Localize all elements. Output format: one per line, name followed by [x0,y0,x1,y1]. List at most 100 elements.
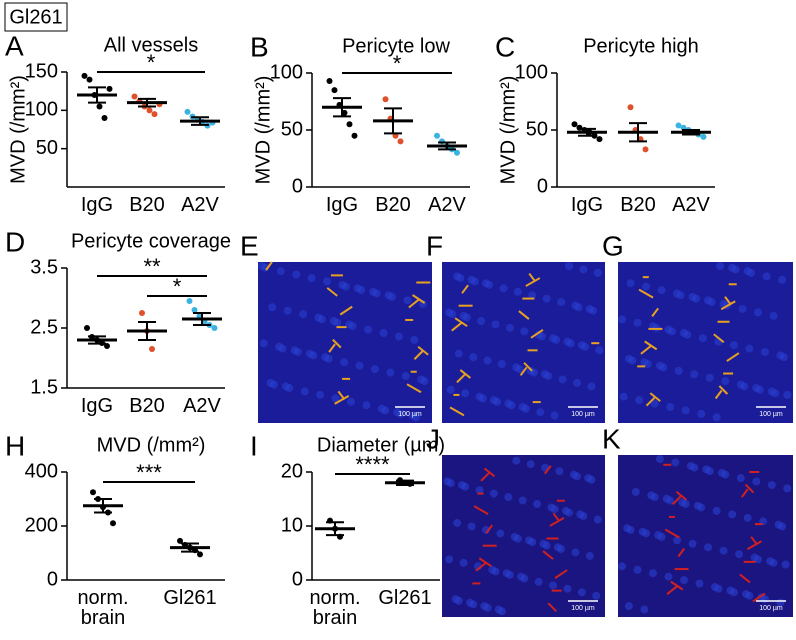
nucleus [507,401,516,410]
nucleus [518,496,527,505]
data-point [675,122,682,129]
significance-label: ** [143,254,161,279]
nucleus [714,584,723,593]
vessel [542,550,554,560]
nucleus [760,347,769,356]
vessel [744,483,755,494]
nucleus [755,385,764,394]
nucleus [676,291,685,300]
nucleus [403,296,412,305]
nucleus [681,406,690,415]
nucleus [293,347,302,356]
chart-title: All vessels [104,34,198,56]
nucleus [346,397,355,406]
data-point [434,132,440,139]
vessel [547,602,557,612]
panel-letter: K [602,423,621,454]
vessel [523,362,533,372]
nucleus [679,576,688,585]
nucleus [505,570,514,579]
panel-letter: G [602,230,624,261]
nucleus [778,522,787,531]
data-point [186,298,193,304]
nucleus [497,359,506,368]
nucleus [666,496,675,505]
vessel [554,569,568,579]
y-tick-label: 100 [270,61,303,83]
nucleus [642,282,651,291]
nucleus [364,325,373,334]
nucleus [446,479,455,488]
vessel [638,288,654,299]
vessel [480,472,490,482]
vessel [666,585,678,595]
vessel [475,562,487,572]
x-tick-label: Gl261 [163,587,217,609]
data-point [382,96,389,103]
nucleus [513,534,522,543]
y-tick-label: 150 [25,60,58,82]
nucleus [747,268,756,277]
vessel [645,396,656,407]
nucleus [695,579,704,588]
nucleus [379,329,388,338]
vessel [456,373,466,384]
nucleus [581,342,590,351]
nucleus [489,489,498,498]
data-point [197,551,203,558]
vessel [328,343,336,353]
nucleus [783,390,792,399]
nucleus [300,387,309,396]
nucleus [372,289,381,298]
nucleus [550,411,559,420]
panel-letter: H [5,430,25,461]
nucleus [652,323,661,332]
vessel [413,350,424,360]
vessel [326,287,338,297]
vessel [332,338,342,349]
nucleus [513,287,522,296]
nucleus [317,315,326,324]
nucleus [688,539,697,548]
nucleus [705,373,714,382]
nucleus [323,277,332,286]
nucleus [643,359,652,368]
data-point [149,346,155,352]
nucleus [566,339,575,348]
nucleus [571,548,580,557]
chart-title: Pericyte coverage [71,230,231,252]
nucleus [565,262,574,270]
nucleus [635,396,644,405]
nucleus [410,335,419,344]
data-point [596,136,603,143]
nucleus [285,384,294,393]
nucleus [719,546,728,555]
vessel [530,328,544,339]
nucleus [745,591,754,600]
nucleus [767,480,776,489]
data-point [96,103,103,110]
nucleus [446,385,455,394]
nucleus [729,341,738,350]
vessel [334,394,350,405]
panel-letter: A [5,30,24,61]
nucleus [781,560,790,569]
data-point [101,115,108,121]
data-point [571,121,578,128]
y-tick-label: 0 [292,568,303,590]
nucleus [592,591,601,600]
x-tick-label: IgG [80,395,114,417]
nucleus [659,363,668,372]
data-point [700,133,707,140]
data-point [151,111,158,118]
nucleus [692,294,701,303]
data-point [86,76,93,83]
nucleus [483,603,492,612]
chart-title: Diameter (µm) [317,434,445,456]
nucleus [671,458,680,467]
vessel [714,389,723,400]
x-tick-label: A2V [181,194,219,216]
vessel [746,540,762,551]
data-point [627,104,634,111]
nucleus [655,455,664,463]
